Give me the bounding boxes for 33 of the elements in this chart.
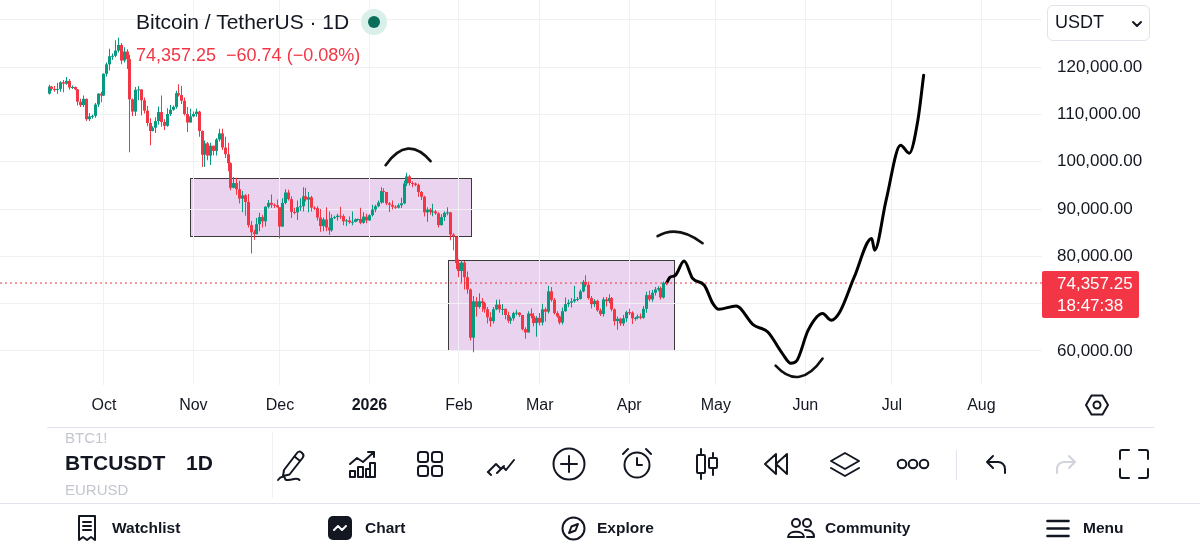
text: BTCUSDT (65, 451, 166, 476)
x-tick-label: May (700, 396, 731, 414)
text: Watchlist (112, 519, 181, 537)
y-tick-label: 90,000.00 (1057, 198, 1133, 218)
x-tick-label: Aug (967, 396, 996, 414)
text: USDT (1055, 12, 1104, 33)
x-tick-label: Apr (616, 396, 643, 414)
text: Menu (1083, 519, 1124, 537)
text: Community (825, 519, 911, 537)
text: Explore (597, 519, 654, 537)
ref-line-label: 74,357.25 (1057, 273, 1133, 293)
text: 18:47:38 (1057, 296, 1124, 316)
text: Chart (365, 519, 406, 537)
x-tick-label: 2026 (351, 396, 388, 414)
y-tick-label: 110,000.00 (1057, 104, 1141, 124)
x-tick-label: Oct (91, 396, 117, 414)
text: 74,357.25 −60.74 (−0.08%) (136, 45, 361, 66)
x-tick-label: Nov (179, 396, 208, 414)
x-tick-label: Dec (265, 396, 295, 414)
line-series (665, 73, 926, 365)
text: BTC1! (65, 429, 108, 447)
x-tick-label: Mar (525, 396, 555, 414)
text: EURUSD (65, 481, 129, 499)
text: 1D (186, 451, 213, 476)
x-tick-label: Jun (792, 396, 819, 414)
x-tick-label: Feb (445, 396, 473, 414)
y-tick-label: 120,000.00 (1057, 56, 1143, 76)
x-tick-label: Jul (881, 396, 903, 414)
y-tick-label: 100,000.00 (1057, 151, 1143, 171)
text: Bitcoin / TetherUS · 1D (136, 9, 350, 35)
y-tick-label: 80,000.00 (1057, 246, 1133, 266)
candlestick (501, 304, 504, 315)
y-tick-label: 60,000.00 (1057, 340, 1133, 360)
